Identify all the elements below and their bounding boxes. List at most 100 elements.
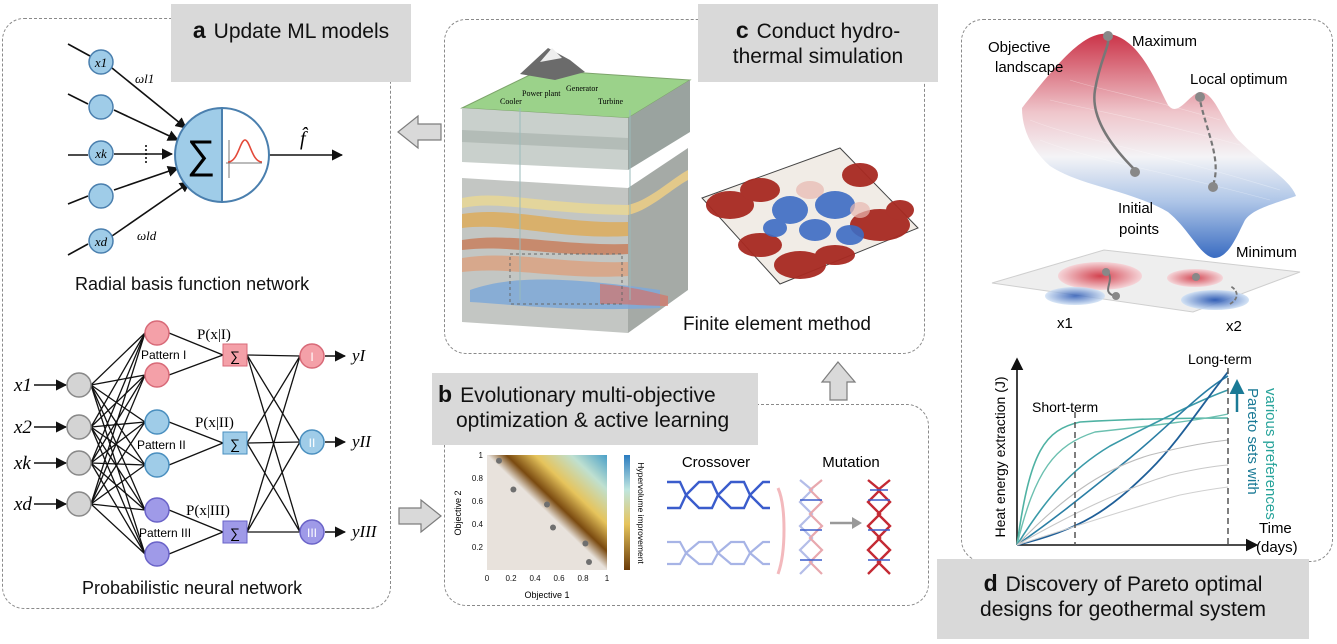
- pnn-prob-1: P(x|I): [197, 327, 231, 343]
- pareto-chart: Heat energy extraction (J) Time (days) S…: [992, 351, 1298, 556]
- pareto-curve-2: [1016, 389, 1229, 546]
- plot-area: [487, 455, 607, 570]
- map-label-turbine: Turbine: [598, 97, 623, 106]
- objective-landscape: Objective landscape Maximum Local optimu…: [988, 31, 1301, 335]
- panel-a-title-text: Update ML models: [213, 20, 390, 43]
- y-tick-5: 1: [479, 451, 484, 460]
- pnn-sum-2: ∑: [230, 436, 240, 452]
- fem-caption: Finite element method: [683, 314, 871, 335]
- panel-a-letter: a: [192, 17, 206, 43]
- scatter-point-5: [586, 558, 592, 565]
- rbf-output: f̂: [300, 126, 309, 150]
- pnn-sum-1: ∑: [230, 348, 240, 364]
- panel-c-letter: c: [735, 17, 749, 43]
- panel-d-title-line1: Discovery of Pareto optimal: [1005, 573, 1263, 596]
- gaussian-icon: [226, 139, 263, 178]
- panel-b-title-line1: Evolutionary multi-objective: [460, 384, 716, 407]
- x-axis-label: Objective 1: [524, 590, 569, 600]
- objective-label-2: landscape: [995, 59, 1063, 76]
- pareto-sets-label-1: Pareto sets with: [1244, 388, 1261, 495]
- panel-b-letter: b: [438, 381, 453, 407]
- arrow-c-to-a: [397, 114, 442, 150]
- scatter-point-2: [544, 501, 550, 508]
- pareto-curve-3: [1016, 375, 1229, 546]
- hypervolume-chart: 0 0.2 0.4 0.6 0.8 10.20.40.60.81 Objective 1 …: [453, 451, 646, 600]
- rbf-input-x1: x1: [94, 55, 107, 70]
- panel-c-frame: [444, 19, 925, 354]
- scatter-point-3: [550, 524, 556, 531]
- panel-b-title: b Evolutionary multi-objective optimizatio…: [432, 373, 758, 445]
- pareto-x-axis-label-1: Time: [1259, 520, 1292, 537]
- x-tick-1: 0.2: [505, 574, 517, 583]
- colorbar: [624, 455, 630, 570]
- map-label-cooler: Cooler: [500, 97, 522, 106]
- arrow-b-to-c: [820, 361, 857, 401]
- pnn-input-x1: x1: [13, 375, 32, 396]
- initial-label-1: Initial: [1118, 200, 1153, 217]
- pnn-class-1: I: [310, 350, 313, 364]
- pnn-sum-3: ∑: [230, 525, 240, 541]
- pareto-curve-5: [1016, 439, 1229, 546]
- pnn-prob-3: P(x|III): [186, 503, 230, 519]
- rbf-network: x1 xk xd ωl1 ωld ∑ f̂: [67, 43, 344, 256]
- pnn-class-3: III: [307, 526, 317, 540]
- y-tick-3: 0.6: [472, 497, 484, 506]
- pnn-output-2: yII: [350, 432, 372, 451]
- pnn-input-xk: xk: [13, 453, 31, 474]
- x-tick-4: 0.8: [577, 574, 589, 583]
- panel-d-letter: d: [983, 570, 998, 596]
- colorbar-label: Hypervolume improvement: [636, 462, 646, 564]
- panel-d-title-line2: designs for geothermal system: [980, 598, 1266, 621]
- rbf-caption: Radial basis function network: [75, 274, 310, 294]
- y-tick-4: 0.8: [472, 474, 484, 483]
- genetic-operators: Crossover Mutation: [667, 454, 892, 575]
- y-tick-1: 0.2: [472, 543, 484, 552]
- minimum-label: Minimum: [1236, 244, 1297, 261]
- crossover-label: Crossover: [682, 454, 750, 471]
- pnn-input-xd: xd: [13, 494, 32, 515]
- pnn-pattern-2: Pattern II: [137, 438, 186, 452]
- x1-label: x1: [1057, 315, 1073, 332]
- pareto-curve-0: [1016, 417, 1229, 546]
- rbf-input-xd: xd: [94, 234, 108, 249]
- pnn-pattern-3: Pattern III: [139, 526, 191, 540]
- pnn-input-x2: x2: [13, 417, 32, 438]
- mutation-label: Mutation: [822, 454, 880, 471]
- x-tick-2: 0.4: [529, 574, 541, 583]
- y-axis-label: Objective 2: [453, 490, 463, 535]
- maximum-label: Maximum: [1132, 33, 1197, 50]
- x-tick-0: 0: [485, 574, 490, 583]
- panel-c-title-line1: Conduct hydro-: [756, 20, 901, 43]
- map-label-generator: Generator: [566, 84, 598, 93]
- pnn-class-2: II: [309, 436, 316, 450]
- rbf-weight-1: ωl1: [135, 71, 154, 86]
- finite-element-mesh: [701, 147, 919, 285]
- rbf-input-xk: xk: [94, 146, 107, 161]
- pareto-y-axis-label: Heat energy extraction (J): [992, 376, 1008, 537]
- pareto-x-axis-label-2: (days): [1256, 539, 1298, 556]
- panel-c-title-line2: thermal simulation: [732, 45, 904, 68]
- x-tick-5: 1: [605, 574, 610, 583]
- local-optimum-label: Local optimum: [1190, 71, 1288, 88]
- pareto-curve-4: [1016, 371, 1229, 546]
- pareto-curve-1: [1016, 413, 1229, 546]
- scatter-point-0: [496, 457, 502, 464]
- pnn-network: ∑ ∑ ∑ I II III x1 x2 xk xd Pattern I Pat…: [13, 320, 378, 567]
- x-tick-3: 0.6: [553, 574, 565, 583]
- pnn-caption: Probabilistic neural network: [82, 578, 303, 598]
- initial-label-2: points: [1119, 221, 1159, 238]
- x2-label: x2: [1226, 318, 1242, 335]
- panel-d-title: d Discovery of Pareto optimal designs for …: [937, 559, 1309, 639]
- pnn-prob-2: P(x|II): [195, 415, 234, 431]
- panel-c-title: c Conduct hydro-thermal simulation: [698, 4, 938, 82]
- rbf-sum-symbol: ∑: [187, 133, 216, 177]
- y-tick-2: 0.4: [472, 520, 484, 529]
- pareto-sets-label-2: various preferences: [1262, 388, 1279, 520]
- scatter-point-1: [510, 486, 517, 493]
- objective-label-1: Objective: [988, 39, 1051, 56]
- pnn-output-3: yIII: [350, 522, 378, 541]
- panel-b-title-line2: optimization & active learning: [456, 409, 730, 432]
- pnn-pattern-1: Pattern I: [141, 348, 186, 362]
